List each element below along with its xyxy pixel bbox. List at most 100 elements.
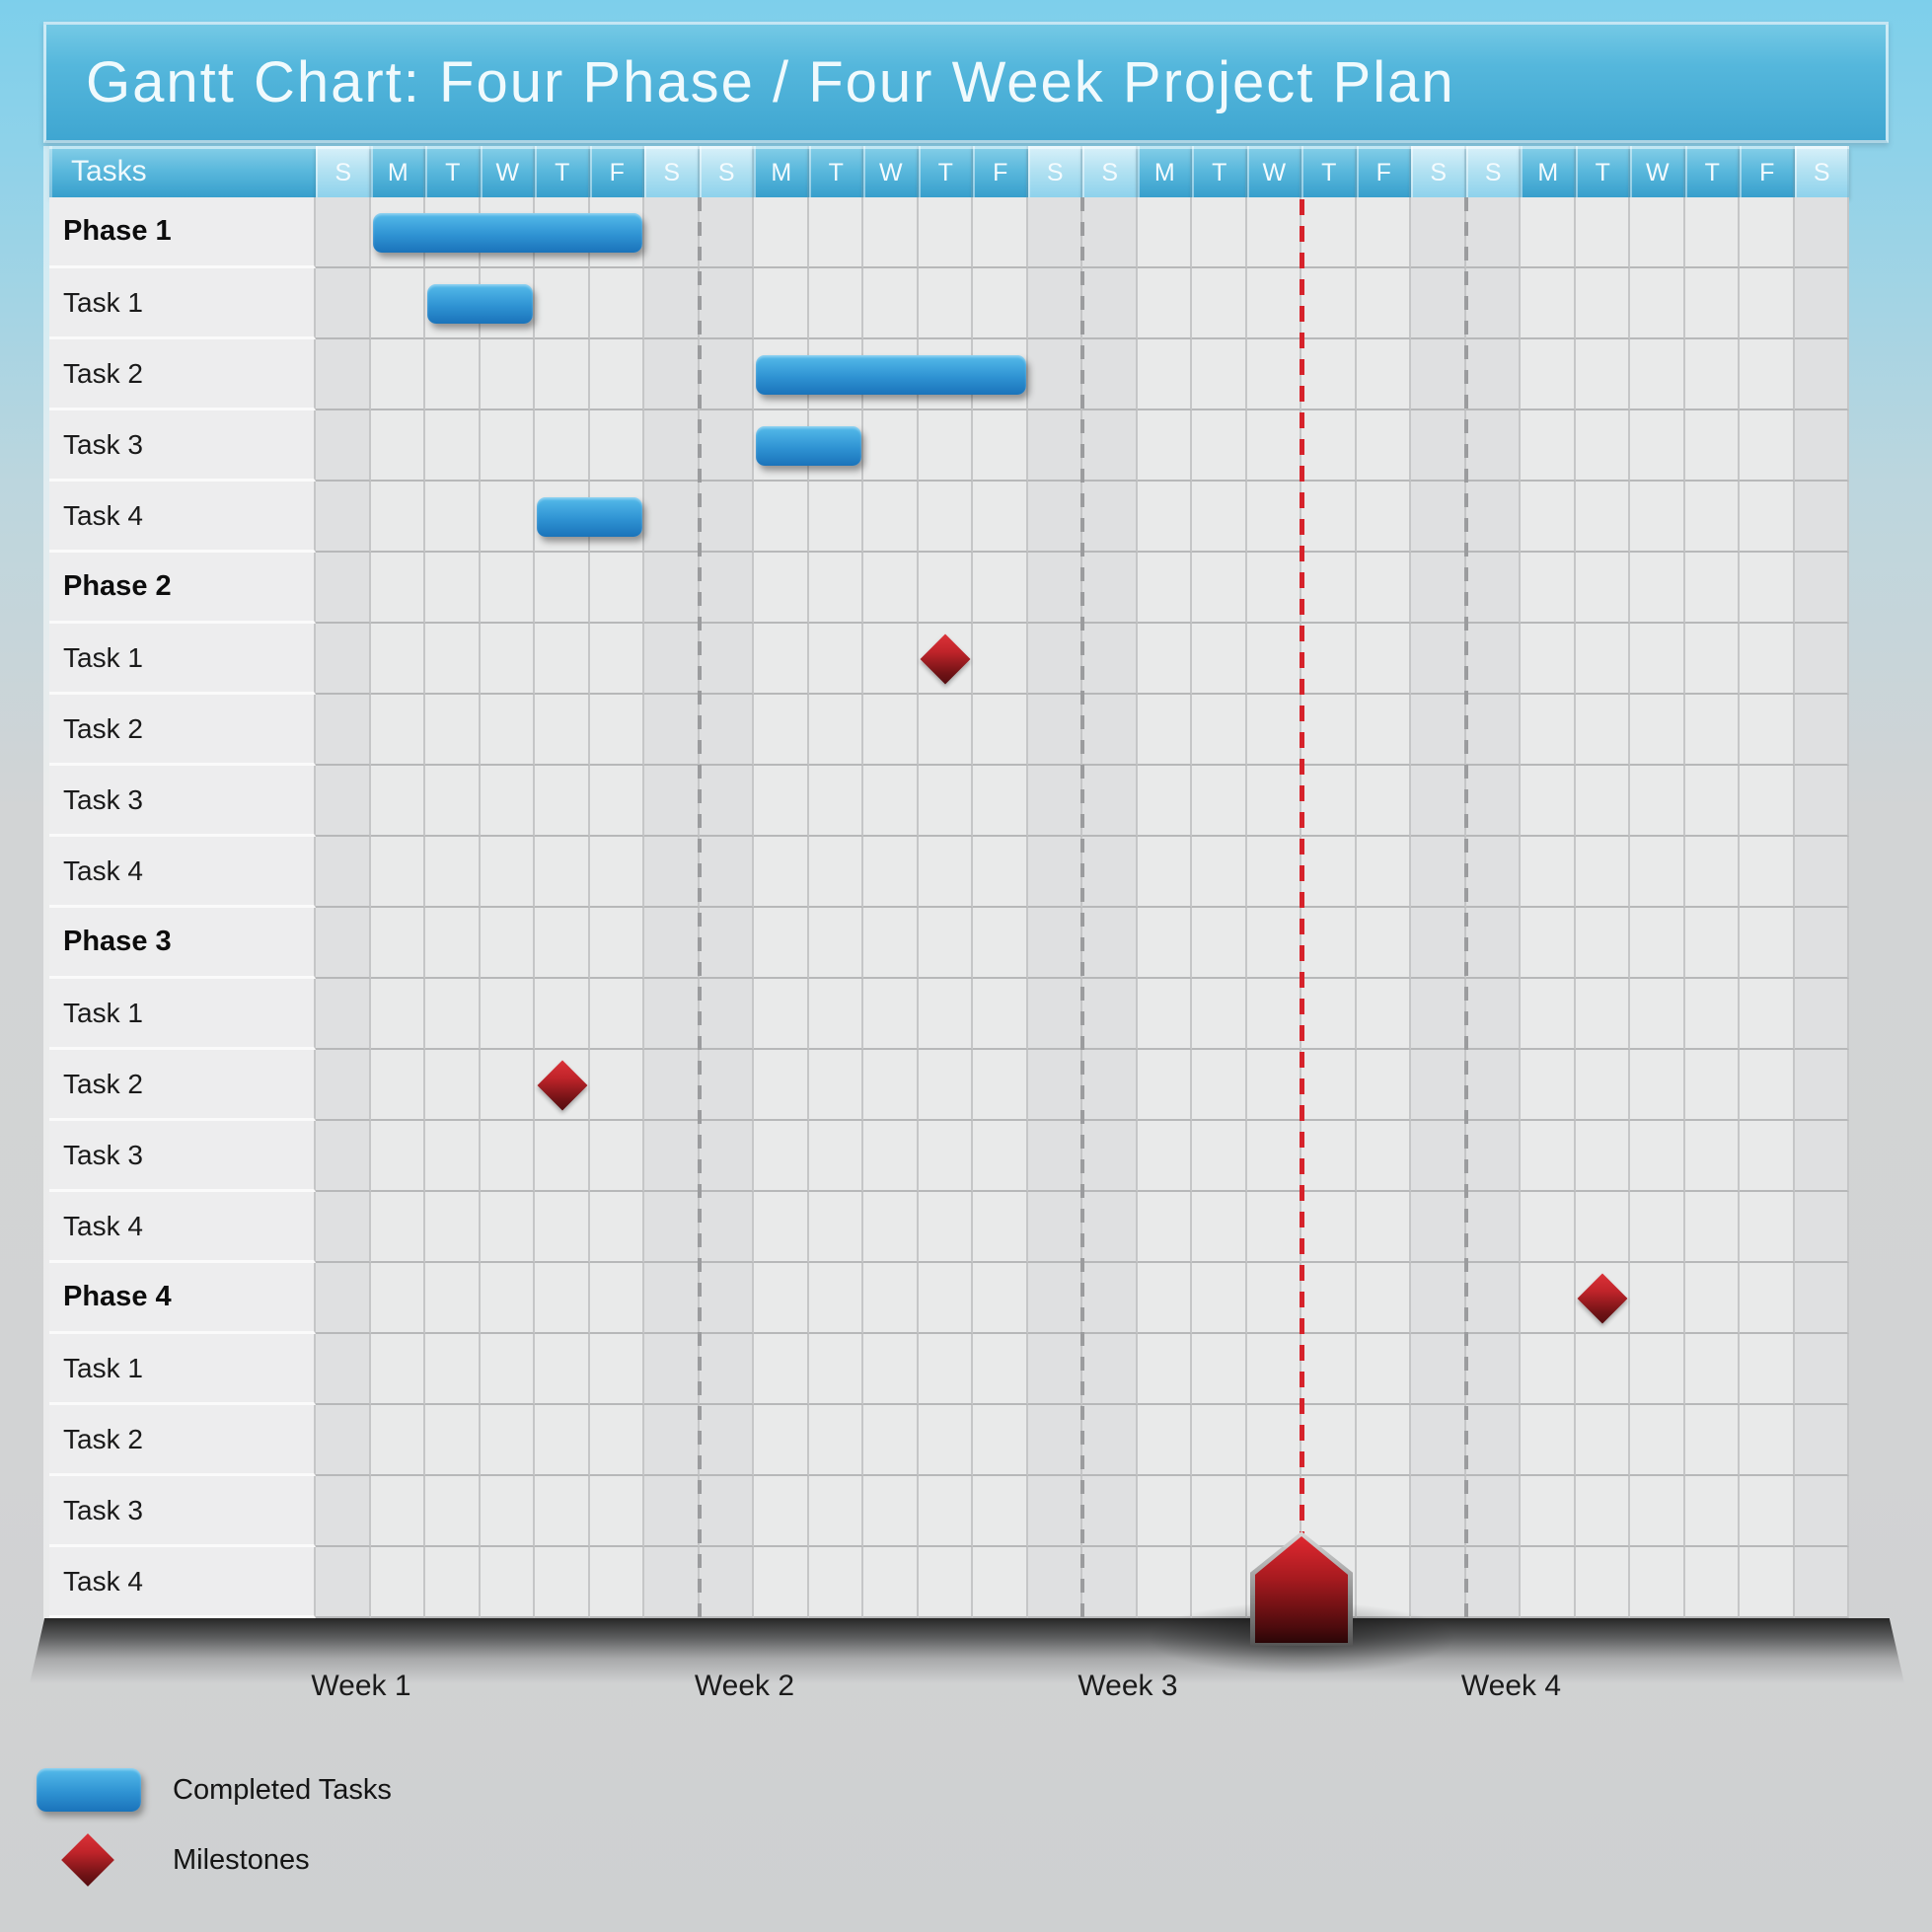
day-cell [480, 908, 535, 979]
day-cell [754, 695, 809, 766]
day-cell [1192, 1050, 1247, 1121]
day-cell [480, 624, 535, 695]
day-cell [1082, 339, 1138, 410]
day-cell [1246, 624, 1301, 695]
day-cell [863, 1405, 919, 1476]
day-cell [754, 624, 809, 695]
day-cell [1246, 766, 1301, 837]
day-cell [1521, 1263, 1576, 1334]
day-cell [480, 837, 535, 908]
day-cell [1684, 1121, 1740, 1192]
day-cell [480, 410, 535, 482]
day-cell [863, 1192, 919, 1263]
day-cell [808, 908, 863, 979]
day-header-cell: W [1630, 146, 1685, 197]
day-header-cell: T [918, 146, 973, 197]
day-header-cell: S [699, 146, 754, 197]
day-cell [589, 766, 644, 837]
day-header-cell: M [1521, 146, 1576, 197]
day-cell [1192, 339, 1247, 410]
day-cell [1301, 837, 1357, 908]
day-cell [1684, 1547, 1740, 1618]
day-cell [1356, 482, 1411, 553]
day-cell [1740, 1050, 1795, 1121]
day-cell [589, 624, 644, 695]
day-cell [918, 908, 973, 979]
day-cell [316, 1121, 371, 1192]
day-cell [973, 1547, 1028, 1618]
task-row: Task 4 [49, 837, 1849, 908]
day-cell [918, 1192, 973, 1263]
day-cell [316, 1263, 371, 1334]
day-cell [1082, 1263, 1138, 1334]
day-cell [808, 268, 863, 339]
day-cell [1246, 1192, 1301, 1263]
day-cell [808, 1121, 863, 1192]
day-header-cell: F [589, 146, 644, 197]
row-label: Task 3 [49, 410, 316, 482]
day-cell [1794, 268, 1849, 339]
day-cell [1740, 1263, 1795, 1334]
day-cell [1246, 1476, 1301, 1547]
day-cell [644, 197, 700, 268]
day-cell [1521, 268, 1576, 339]
week-label: Week 1 [311, 1670, 411, 1702]
day-cell [754, 197, 809, 268]
day-cell [535, 268, 590, 339]
row-label: Task 1 [49, 624, 316, 695]
phase-row: Phase 2 [49, 553, 1849, 624]
row-label: Task 3 [49, 1476, 316, 1547]
task-row: Task 3 [49, 1121, 1849, 1192]
day-cell [1630, 553, 1685, 624]
day-cell [644, 766, 700, 837]
day-cell [1684, 1050, 1740, 1121]
day-cell [1465, 1405, 1521, 1476]
day-cell [1192, 1192, 1247, 1263]
day-cell [1794, 837, 1849, 908]
day-cell [1794, 339, 1849, 410]
day-cell [535, 553, 590, 624]
phase-row: Phase 1 [49, 197, 1849, 268]
day-cell [1465, 1547, 1521, 1618]
day-cell [754, 410, 809, 482]
day-cell [699, 268, 754, 339]
day-cell [316, 553, 371, 624]
day-cell [1630, 1121, 1685, 1192]
day-cell [1301, 624, 1357, 695]
day-cell [699, 1334, 754, 1405]
week-label: Week 4 [1460, 1670, 1562, 1702]
day-cell [1027, 624, 1082, 695]
day-cell [644, 339, 700, 410]
day-cell [1082, 979, 1138, 1050]
day-cell [918, 1476, 973, 1547]
day-cell [1411, 979, 1466, 1050]
day-cell [370, 979, 425, 1050]
day-header-cell: M [1137, 146, 1192, 197]
task-row: Task 2 [49, 1050, 1849, 1121]
day-cell [535, 1476, 590, 1547]
legend-completed-label: Completed Tasks [173, 1774, 392, 1806]
day-cell [1575, 1405, 1630, 1476]
legend-completed-bar-swatch [37, 1768, 141, 1812]
day-cell [589, 1192, 644, 1263]
day-cell [1356, 1405, 1411, 1476]
day-cell [1740, 553, 1795, 624]
day-cell [973, 1334, 1028, 1405]
day-cell [1630, 410, 1685, 482]
day-cell [808, 979, 863, 1050]
day-cell [1411, 1050, 1466, 1121]
day-cell [863, 482, 919, 553]
day-cell [370, 410, 425, 482]
day-cell [1575, 908, 1630, 979]
day-cell [1465, 766, 1521, 837]
day-cell [425, 979, 481, 1050]
day-cell [1740, 695, 1795, 766]
day-cell [1192, 837, 1247, 908]
day-cell [1137, 1192, 1192, 1263]
day-cell [1630, 1192, 1685, 1263]
day-cell [370, 553, 425, 624]
day-cell [1630, 197, 1685, 268]
day-cell [1465, 837, 1521, 908]
day-cell [1630, 482, 1685, 553]
day-cell [1301, 482, 1357, 553]
